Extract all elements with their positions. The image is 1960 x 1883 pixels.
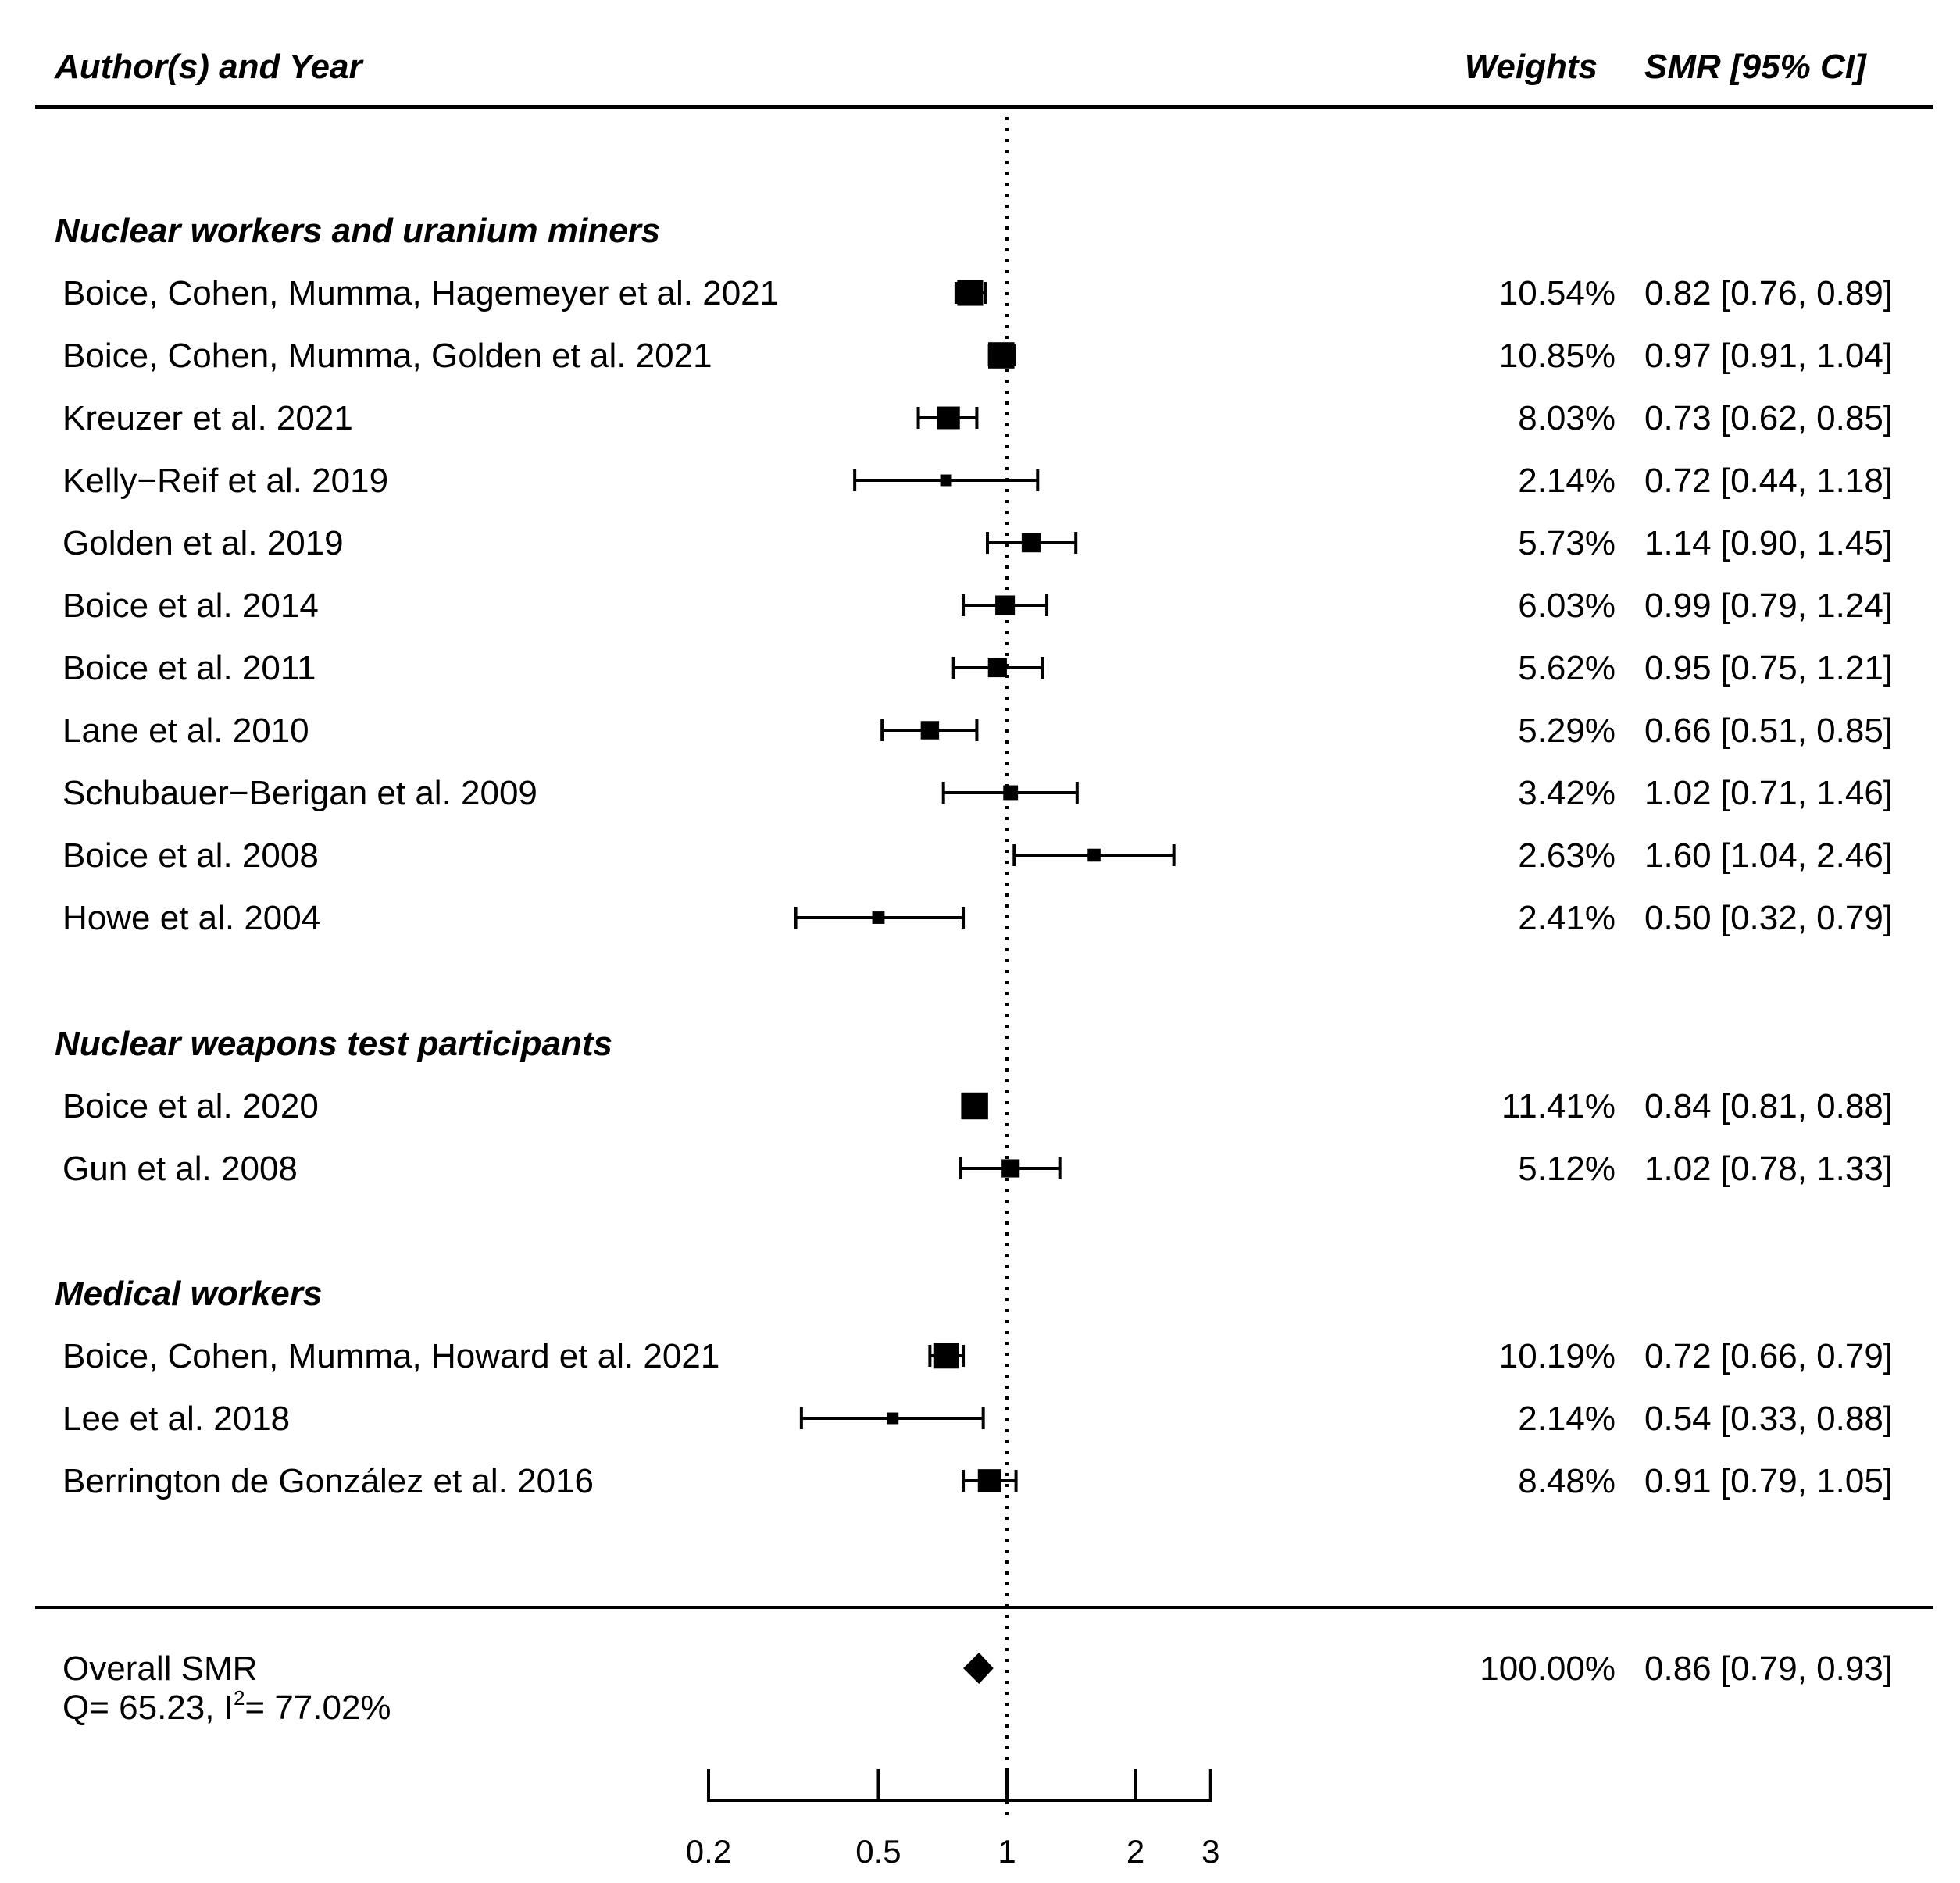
study-label: Kelly−Reif et al. 2019	[62, 462, 388, 500]
group-title: Medical workers	[55, 1275, 322, 1313]
point-estimate	[1003, 785, 1019, 801]
study-label: Boice et al. 2014	[62, 587, 319, 625]
point-estimate	[987, 658, 1007, 678]
study-weight: 2.14%	[1518, 462, 1615, 500]
point-estimate	[933, 1343, 959, 1369]
study-weight: 2.14%	[1518, 1400, 1615, 1438]
heterogeneity-stat: Q= 65.23, I2= 77.02%	[62, 1686, 391, 1727]
study-ci: 1.14 [0.90, 1.45]	[1644, 524, 1893, 562]
point-estimate	[872, 911, 885, 924]
study-ci: 1.02 [0.71, 1.46]	[1644, 774, 1893, 812]
heterogeneity-i2: = 77.02%	[245, 1689, 391, 1727]
point-estimate	[1087, 848, 1101, 862]
study-label: Golden et al. 2019	[62, 524, 344, 562]
point-estimate	[995, 595, 1016, 615]
study-weight: 10.54%	[1499, 274, 1615, 312]
axis-tick-label: 2	[1126, 1833, 1144, 1870]
point-estimate	[1001, 1159, 1020, 1178]
header-weights: Weights	[1465, 48, 1598, 86]
overall-label: Overall SMR	[62, 1649, 257, 1688]
study-weight: 8.03%	[1518, 399, 1615, 437]
study-ci: 0.66 [0.51, 0.85]	[1644, 711, 1893, 750]
study-ci: 0.72 [0.44, 1.18]	[1644, 462, 1893, 500]
study-weight: 10.85%	[1499, 337, 1615, 375]
study-ci: 0.82 [0.76, 0.89]	[1644, 274, 1893, 312]
header-effect: SMR [95% CI]	[1644, 48, 1867, 86]
point-estimate	[987, 342, 1015, 369]
study-weight: 2.41%	[1518, 899, 1615, 937]
axis-tick-label: 0.5	[855, 1833, 901, 1870]
study-weight: 5.29%	[1518, 711, 1615, 750]
study-label: Boice, Cohen, Mumma, Howard et al. 2021	[62, 1337, 719, 1375]
point-estimate	[887, 1412, 899, 1425]
point-estimate	[961, 1092, 988, 1120]
point-estimate	[937, 406, 960, 430]
axis-tick-label: 3	[1201, 1833, 1219, 1870]
axis-tick-label: 1	[998, 1833, 1016, 1870]
study-ci: 0.73 [0.62, 0.85]	[1644, 399, 1893, 437]
study-ci: 0.99 [0.79, 1.24]	[1644, 587, 1893, 625]
heterogeneity-q: Q= 65.23, I	[62, 1689, 234, 1727]
study-ci: 0.54 [0.33, 0.88]	[1644, 1400, 1893, 1438]
heterogeneity-i2-superscript: 2	[234, 1686, 245, 1710]
study-label: Howe et al. 2004	[62, 899, 320, 937]
study-label: Boice, Cohen, Mumma, Golden et al. 2021	[62, 337, 712, 375]
header-study: Author(s) and Year	[54, 48, 364, 86]
study-ci: 1.02 [0.78, 1.33]	[1644, 1150, 1893, 1188]
x-axis: 0.2 0.5 1 2 3	[686, 1769, 1219, 1870]
study-ci: 0.50 [0.32, 0.79]	[1644, 899, 1893, 937]
study-weight: 11.41%	[1501, 1087, 1615, 1125]
point-estimate	[957, 280, 984, 306]
study-ci: 0.91 [0.79, 1.05]	[1644, 1462, 1893, 1500]
study-weight: 6.03%	[1518, 587, 1615, 625]
study-weight: 2.63%	[1518, 836, 1615, 875]
study-label: Berrington de González et al. 2016	[62, 1462, 594, 1500]
study-rows: Nuclear workers and uranium miners Boice,…	[55, 212, 1893, 1500]
study-label: Kreuzer et al. 2021	[62, 399, 353, 437]
overall-weight: 100.00%	[1480, 1649, 1615, 1688]
study-weight: 10.19%	[1499, 1337, 1615, 1375]
point-estimate	[1021, 533, 1041, 553]
study-label: Boice et al. 2011	[62, 649, 316, 687]
overall-summary: Overall SMR Q= 65.23, I2= 77.02% 100.00%…	[62, 1649, 1893, 1727]
point-estimate	[977, 1469, 1001, 1492]
study-weight: 5.12%	[1518, 1150, 1615, 1188]
study-label: Boice et al. 2008	[62, 836, 319, 875]
study-weight: 5.62%	[1518, 649, 1615, 687]
study-weight: 3.42%	[1518, 774, 1615, 812]
axis-tick-label: 0.2	[686, 1833, 731, 1870]
overall-ci: 0.86 [0.79, 0.93]	[1644, 1649, 1893, 1688]
study-label: Gun et al. 2008	[62, 1150, 298, 1188]
group-title: Nuclear workers and uranium miners	[55, 212, 660, 250]
overall-diamond	[963, 1653, 994, 1684]
study-ci: 0.84 [0.81, 0.88]	[1644, 1087, 1893, 1125]
study-ci: 0.95 [0.75, 1.21]	[1644, 649, 1893, 687]
study-label: Lane et al. 2010	[62, 711, 309, 750]
study-label: Boice et al. 2020	[62, 1087, 319, 1125]
study-weight: 8.48%	[1518, 1462, 1615, 1500]
point-estimate	[940, 474, 952, 487]
study-label: Schubauer−Berigan et al. 2009	[62, 774, 537, 812]
point-estimate	[920, 721, 940, 740]
study-ci: 0.97 [0.91, 1.04]	[1644, 337, 1893, 375]
study-label: Lee et al. 2018	[62, 1400, 290, 1438]
study-weight: 5.73%	[1518, 524, 1615, 562]
group-title: Nuclear weapons test participants	[55, 1025, 612, 1063]
study-ci: 1.60 [1.04, 2.46]	[1644, 836, 1893, 875]
study-ci: 0.72 [0.66, 0.79]	[1644, 1337, 1893, 1375]
study-label: Boice, Cohen, Mumma, Hagemeyer et al. 20…	[62, 274, 779, 312]
